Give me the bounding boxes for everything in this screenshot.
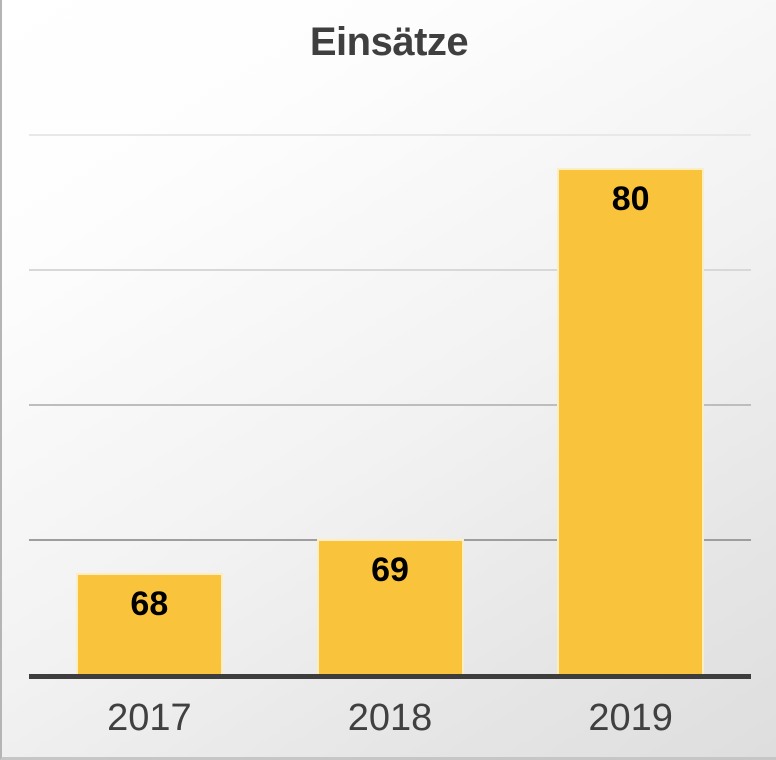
bar-2017: 68 [75,572,223,674]
x-tick-label: 2019 [588,697,673,739]
bar-slot: 68 [29,134,270,674]
x-tick-label: 2018 [347,697,433,739]
x-tick-label: 2017 [107,697,192,739]
x-axis-line [29,674,751,679]
gridline [29,404,751,406]
gridline [29,134,751,136]
bar-value-label: 69 [371,551,409,589]
bar-2018: 69 [316,539,464,674]
x-axis-labels: 2017 2018 2019 [29,696,751,742]
bars-container: 68 69 80 [29,134,751,674]
bar-slot: 69 [270,134,511,674]
bar-value-label: 80 [611,179,650,218]
bar-value-label: 68 [130,584,169,623]
gridline [29,269,751,271]
bar-slot: 80 [510,134,751,674]
plot-area: 68 69 80 [29,134,751,679]
bar-2019: 80 [557,167,705,674]
chart-title: Einsätze [309,20,469,64]
